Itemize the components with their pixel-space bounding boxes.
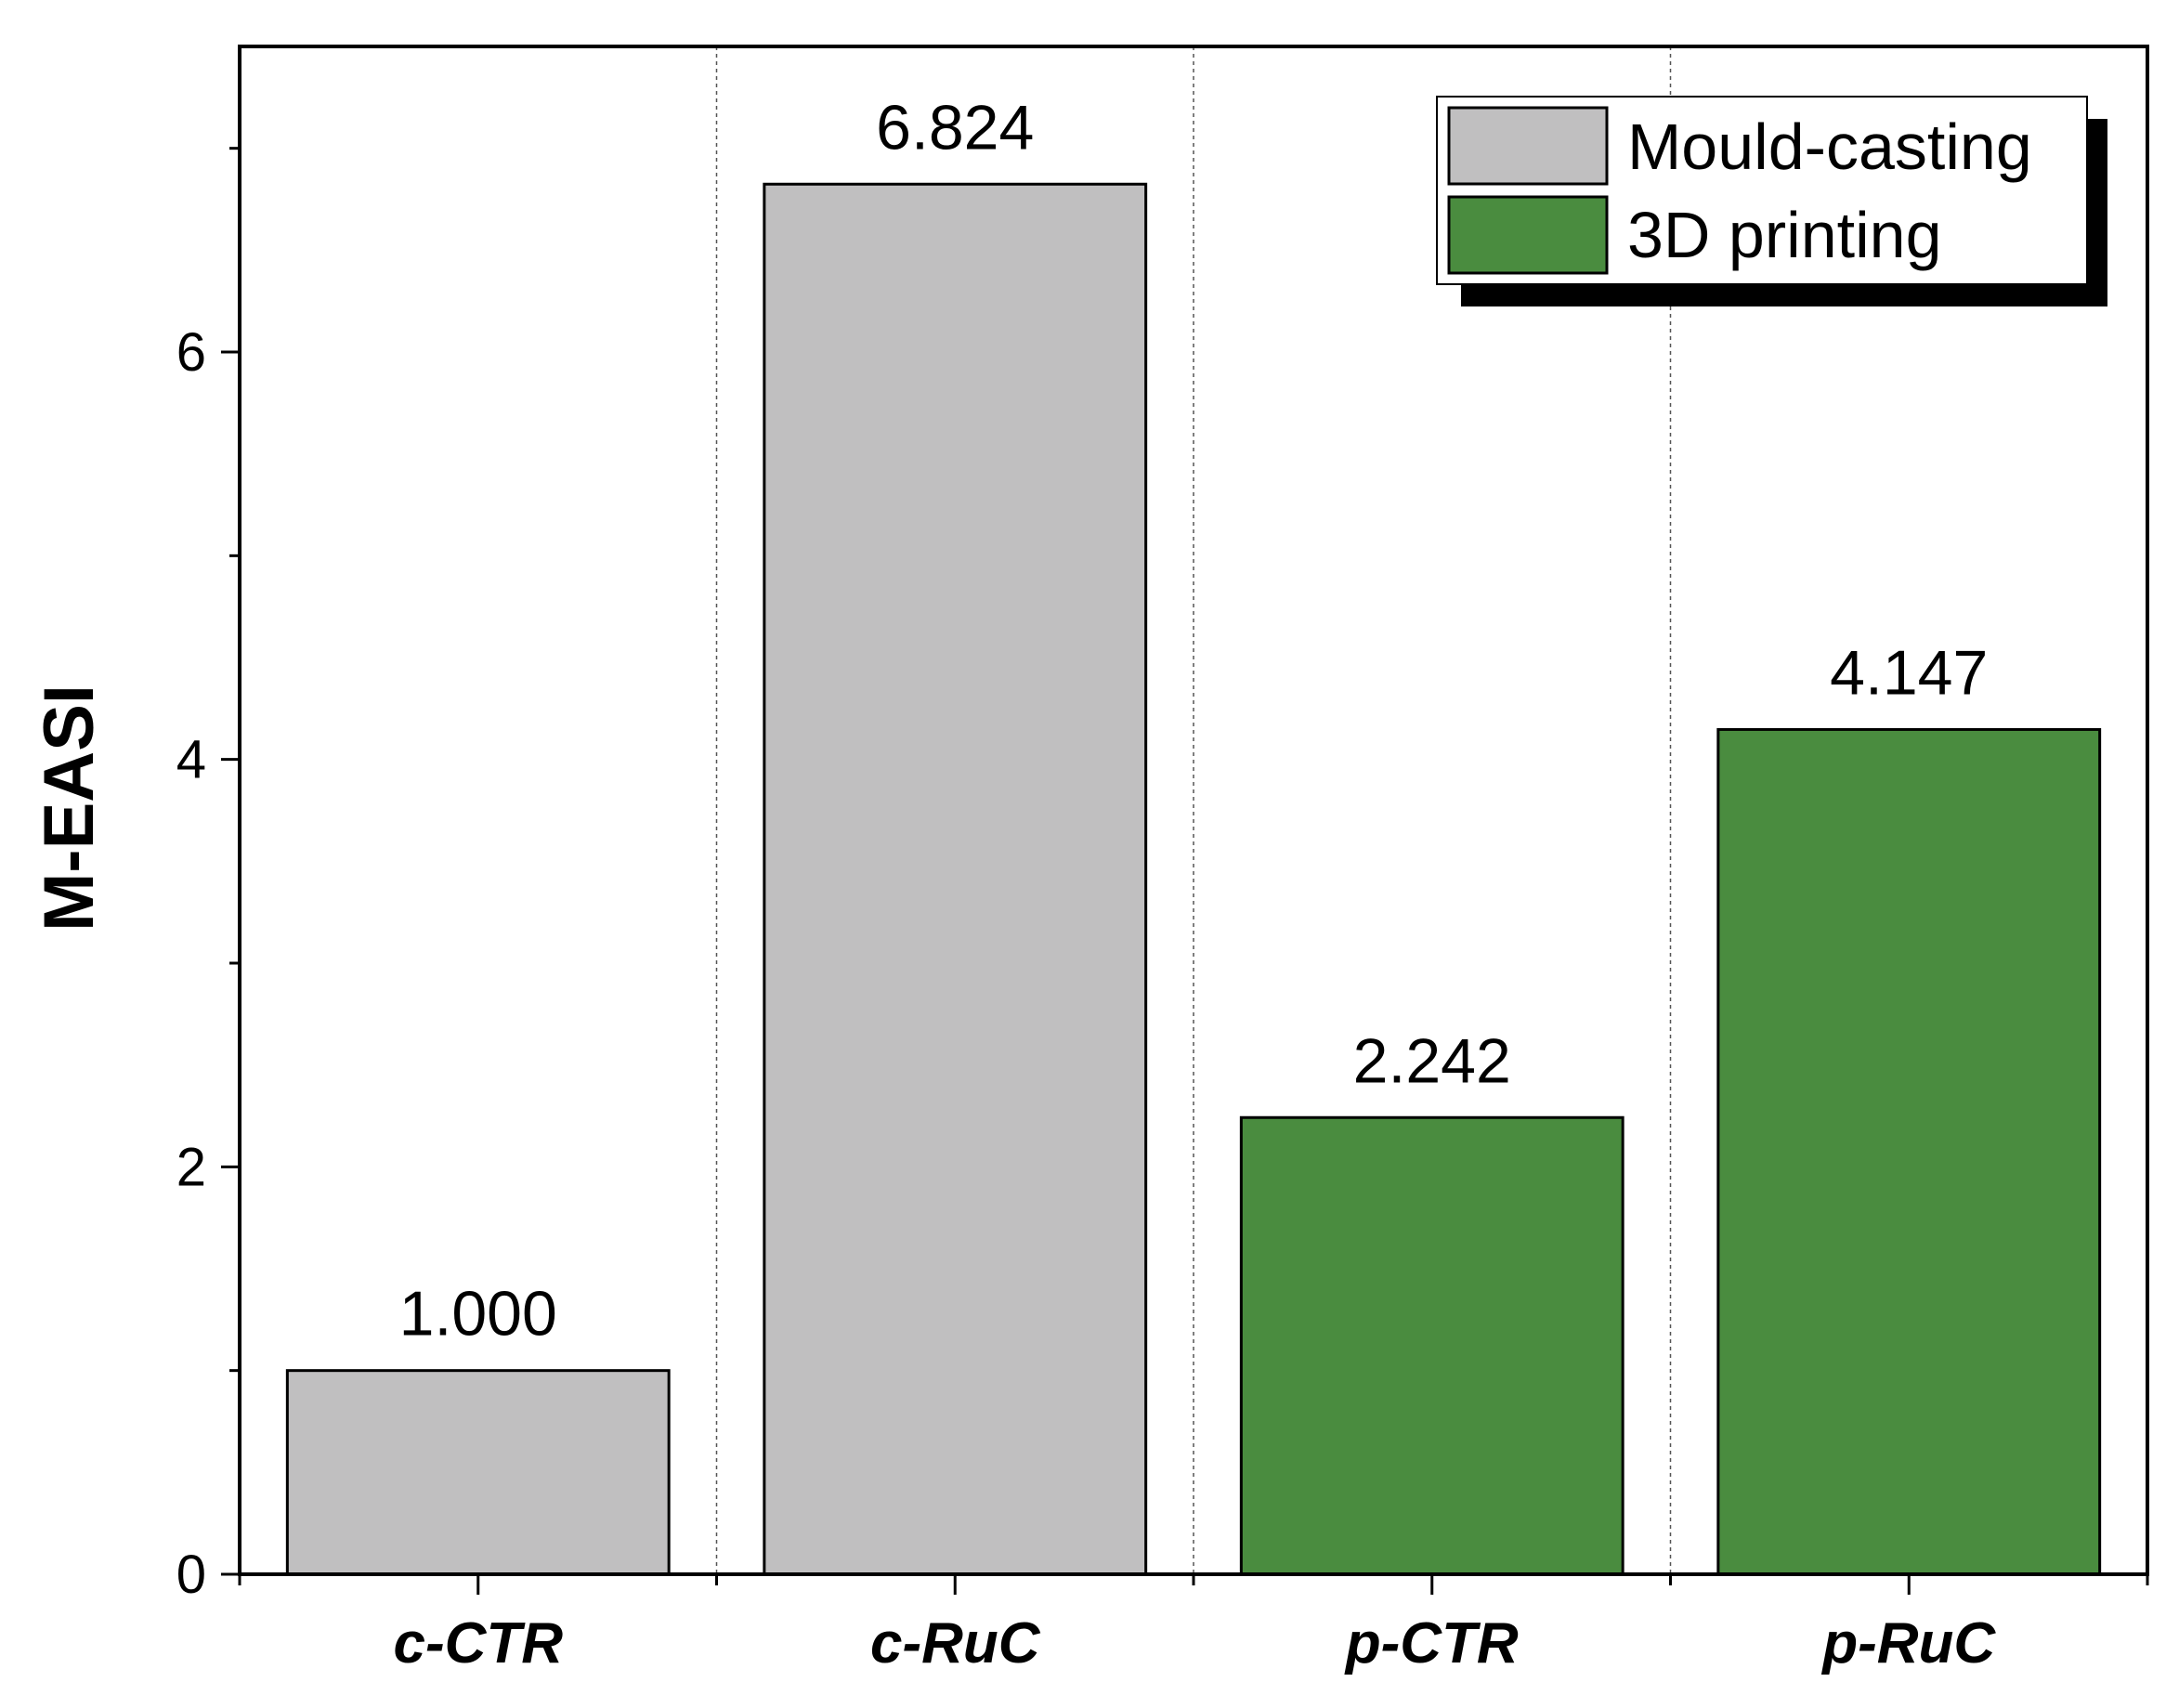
data-label-p-ruc: 4.147: [1830, 637, 1988, 708]
data-labels-group: 1.000 6.824 2.242 4.147: [399, 92, 1989, 1349]
y-axis-title: M-EASI: [30, 685, 109, 932]
y-tick-label-2: 2: [176, 1137, 206, 1197]
data-label-c-ctr: 1.000: [399, 1279, 557, 1349]
bar-c-ctr: [285, 1369, 671, 1576]
bar-p-ctr: [1239, 1115, 1624, 1576]
data-label-p-ctr: 2.242: [1353, 1025, 1511, 1096]
data-label-c-ruc: 6.824: [876, 92, 1034, 163]
legend-label-mould-casting: Mould-casting: [1627, 111, 2032, 183]
y-tick-label-4: 4: [176, 730, 206, 790]
x-axis-ticks: c-CTR c-RuC p-CTR p-RuC: [238, 1574, 2149, 1675]
legend-swatch-3d-printing: [1447, 195, 1609, 275]
legend: Mould-casting 3D printing: [1436, 96, 2107, 306]
legend-swatch-mould-casting: [1447, 106, 1609, 186]
y-axis-ticks: 0 2 4 6: [176, 147, 240, 1605]
x-tick-label-p-ctr: p-CTR: [1344, 1611, 1519, 1675]
x-tick-label-p-ruc: p-RuC: [1820, 1611, 1996, 1675]
bar-p-ruc: [1716, 727, 2102, 1576]
x-tick-label-c-ctr: c-CTR: [393, 1611, 563, 1675]
y-tick-label-0: 0: [176, 1545, 206, 1605]
x-tick-label-c-ruc: c-RuC: [870, 1611, 1041, 1675]
bars-group: [285, 182, 2102, 1576]
y-tick-label-6: 6: [176, 322, 206, 383]
legend-label-3d-printing: 3D printing: [1627, 199, 1942, 271]
bar-c-ruc: [763, 182, 1148, 1576]
